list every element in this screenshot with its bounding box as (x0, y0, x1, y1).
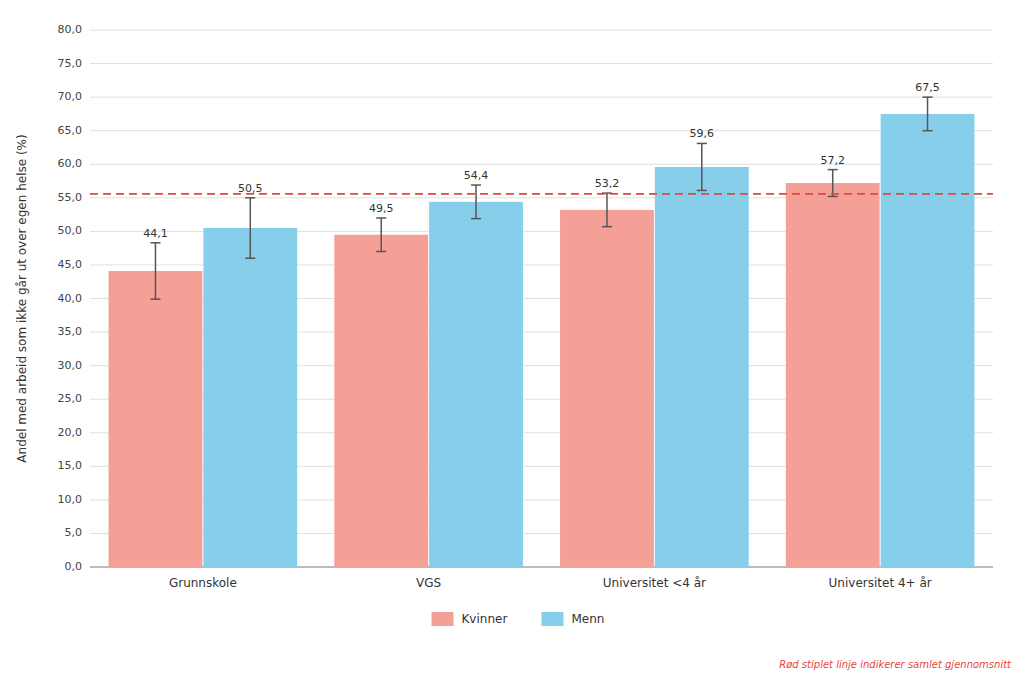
y-ticks: 0,0 5,0 10,0 15,0 20,0 25,0 30,0 35,0 40,0 45,0 50… (58, 23, 83, 573)
y-tick-label: 45,0 (58, 258, 83, 271)
legend-swatch (432, 612, 454, 626)
data-label: 49,5 (369, 202, 394, 215)
error-bar-stem (606, 193, 608, 227)
grid (90, 30, 993, 567)
bar (109, 271, 203, 567)
y-tick-label: 20,0 (58, 426, 83, 439)
error-bar-cap (697, 143, 707, 145)
y-tick-label: 80,0 (58, 23, 83, 36)
error-bar-cap (697, 190, 707, 192)
bar (560, 210, 654, 567)
error-bar-stem (380, 218, 382, 252)
y-tick-label: 10,0 (58, 493, 83, 506)
error-bar (923, 97, 933, 131)
chart: 0,0 5,0 10,0 15,0 20,0 25,0 30,0 35,0 40,0 45,0 50… (0, 0, 1023, 682)
error-bars (150, 97, 932, 299)
error-bar (828, 170, 838, 197)
y-tick-label: 50,0 (58, 224, 83, 237)
y-tick-label: 75,0 (58, 57, 83, 70)
reference-line-group (90, 193, 993, 194)
error-bar-cap (245, 257, 255, 259)
x-tick-label: Universitet 4+ år (829, 576, 932, 590)
y-tick-label: 70,0 (58, 90, 83, 103)
error-bar-cap (376, 251, 386, 253)
error-bar (471, 185, 481, 219)
error-bar-cap (828, 169, 838, 171)
y-axis-label: Andel med arbeid som ikke går ut over eg… (15, 134, 29, 462)
error-bar (150, 243, 160, 299)
error-bar-cap (150, 242, 160, 244)
error-bar-stem (927, 97, 929, 131)
error-bar-cap (471, 218, 481, 220)
bar (203, 228, 297, 567)
error-bar-stem (832, 170, 834, 197)
y-tick-label: 40,0 (58, 292, 83, 305)
data-labels: 44,1 49,5 53,2 57,2 50,5 54,4 59,6 67,5 (143, 81, 940, 240)
error-bar (245, 198, 255, 258)
y-tick-label: 60,0 (58, 157, 83, 170)
error-bar-cap (245, 197, 255, 199)
data-label: 54,4 (464, 169, 489, 182)
x-tick-label: Universitet <4 år (603, 576, 706, 590)
y-tick-label: 25,0 (58, 392, 83, 405)
error-bar-cap (923, 130, 933, 132)
error-bar-cap (471, 184, 481, 186)
bar (334, 235, 428, 567)
legend-swatch (542, 612, 564, 626)
note: Rød stiplet linje indikerer samlet gjenn… (779, 659, 1012, 670)
x-tick-label: Grunnskole (169, 576, 237, 590)
error-bar-cap (828, 196, 838, 198)
data-label: 59,6 (690, 127, 715, 140)
x-tick-label: VGS (416, 576, 441, 590)
reference-line (90, 193, 993, 195)
error-bar-cap (150, 298, 160, 300)
y-tick-label: 5,0 (65, 526, 83, 539)
y-tick-label: 65,0 (58, 124, 83, 137)
grid-line (90, 97, 993, 98)
y-tick-label: 30,0 (58, 359, 83, 372)
x-ticks: Grunnskole VGS Universitet <4 år Universite… (169, 576, 932, 590)
grid-line (90, 63, 993, 64)
data-label: 50,5 (238, 182, 263, 195)
y-tick-label: 15,0 (58, 459, 83, 472)
bar (655, 167, 749, 567)
y-tick-label: 55,0 (58, 191, 83, 204)
error-bar-stem (475, 185, 477, 219)
bar (786, 183, 880, 567)
y-tick-label: 35,0 (58, 325, 83, 338)
legend-label: Kvinner (462, 612, 508, 626)
error-bar-stem (701, 143, 703, 190)
grid-line (90, 130, 993, 131)
error-bar-stem (155, 243, 157, 299)
error-bar (376, 218, 386, 252)
error-bar (602, 193, 612, 227)
data-label: 57,2 (820, 154, 845, 167)
bars (109, 114, 975, 567)
legend: Kvinner Menn (432, 612, 605, 627)
grid-line (90, 30, 993, 31)
grid-line (90, 164, 993, 165)
y-tick-label: 0,0 (65, 560, 83, 573)
data-label: 53,2 (595, 177, 620, 190)
bar (429, 202, 523, 567)
bar (881, 114, 975, 567)
error-bar-cap (602, 226, 612, 228)
error-bar (697, 143, 707, 190)
error-bar-cap (376, 217, 386, 219)
data-label: 44,1 (143, 227, 168, 240)
error-bar-stem (250, 198, 252, 258)
legend-label: Menn (572, 612, 605, 626)
data-label: 67,5 (915, 81, 940, 94)
error-bar-cap (923, 96, 933, 98)
